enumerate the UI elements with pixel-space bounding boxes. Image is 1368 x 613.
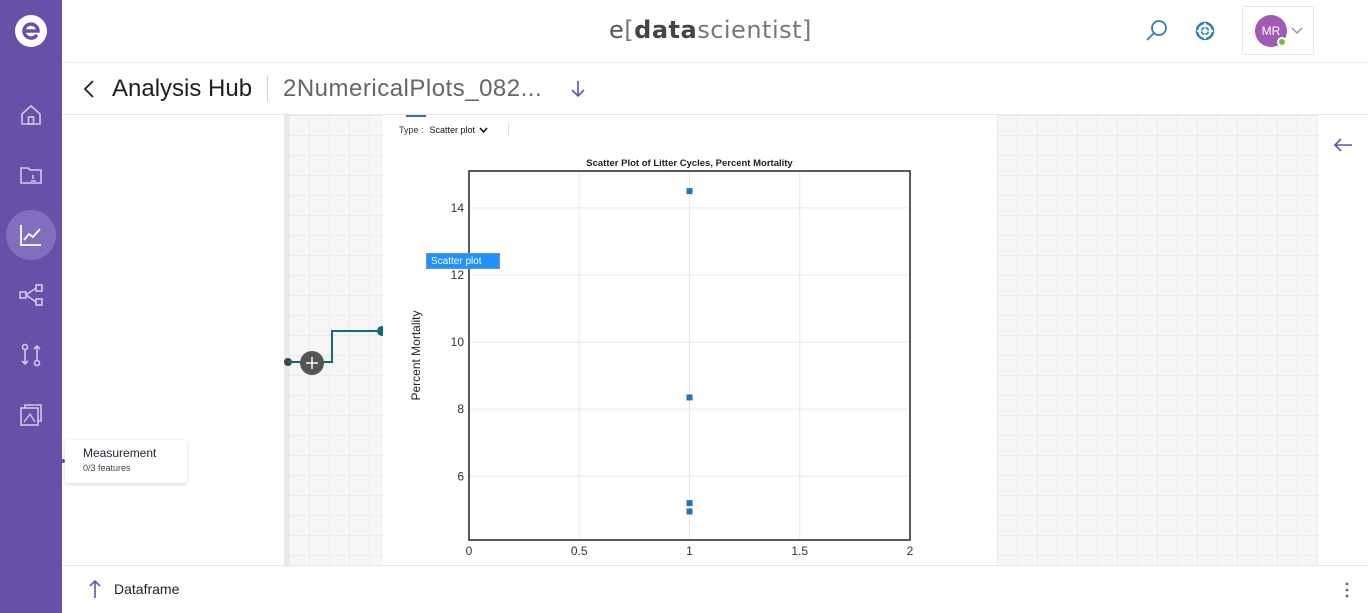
- sidebar: [0, 0, 62, 613]
- top-bar: e[datascientist] MR: [62, 0, 1368, 63]
- y-axis-label: Percent Mortality: [409, 310, 423, 400]
- type-selector: Type : Scatter plot: [399, 125, 488, 135]
- node-port: [61, 459, 65, 463]
- data-point: [686, 394, 693, 401]
- type-dropdown[interactable]: Scatter plot: [430, 125, 489, 135]
- canvas-grid-right: [997, 115, 1318, 565]
- right-rail: [1318, 115, 1368, 565]
- page-title: Analysis Hub: [112, 75, 253, 102]
- scatter-chart[interactable]: Scatter Plot of Litter Cycles, Percent M…: [383, 150, 997, 565]
- more-options-icon[interactable]: [1344, 580, 1350, 600]
- data-point: [686, 188, 693, 195]
- measurement-node[interactable]: Measurement 0/3 features: [65, 440, 187, 483]
- compare-icon[interactable]: [6, 330, 56, 380]
- connector-line: [284, 326, 387, 375]
- canvas-area: Type : Scatter plot Scatter Plot of Litt…: [62, 115, 1318, 565]
- x-tick-label: 1.5: [791, 544, 808, 558]
- title-divider: [267, 76, 268, 102]
- y-tick-label: 12: [451, 268, 465, 282]
- chevron-down-icon: [479, 127, 488, 133]
- brand-scientist: scientist: [697, 16, 803, 44]
- expand-up-arrow-icon[interactable]: [88, 578, 102, 600]
- page-header: Analysis Hub 2NumericalPlots_082...: [62, 63, 1368, 115]
- brand-bracket-open: [: [624, 16, 635, 44]
- x-tick-label: 1: [686, 544, 693, 558]
- x-tick-label: 0.5: [571, 544, 588, 558]
- data-point: [686, 508, 693, 515]
- search-icon[interactable]: [1144, 18, 1170, 44]
- brand-bracket-close: ]: [802, 16, 812, 44]
- canvas-grid-left: [289, 115, 383, 565]
- brand-logo: e[datascientist]: [609, 16, 812, 44]
- back-arrow-icon[interactable]: [80, 77, 100, 101]
- type-divider: [508, 123, 509, 137]
- dataframe-label: Dataframe: [114, 581, 180, 597]
- chevron-down-icon: [1291, 27, 1303, 35]
- panel-top-marker: [406, 115, 426, 117]
- node-subtitle: 0/3 features: [83, 463, 131, 473]
- bottom-bar: Dataframe: [62, 565, 1368, 613]
- download-icon[interactable]: [568, 77, 588, 101]
- y-tick-label: 8: [457, 402, 464, 416]
- brand-prefix: e: [609, 16, 625, 44]
- y-tick-label: 10: [451, 335, 465, 349]
- analysis-chart-icon[interactable]: [6, 210, 56, 260]
- chart-tooltip: Scatter plot: [426, 253, 500, 269]
- workflow-icon[interactable]: [6, 270, 56, 320]
- project-folder-icon[interactable]: [6, 150, 56, 200]
- home-icon[interactable]: [6, 90, 56, 140]
- type-value: Scatter plot: [429, 125, 476, 135]
- reports-icon[interactable]: [6, 390, 56, 440]
- canvas-divider: [284, 115, 289, 565]
- help-lifebuoy-icon[interactable]: [1192, 18, 1218, 44]
- node-title: Measurement: [83, 446, 157, 460]
- x-tick-label: 2: [907, 544, 914, 558]
- file-name: 2NumericalPlots_082...: [283, 75, 543, 102]
- online-status-dot: [1277, 37, 1287, 47]
- plot-panel: Type : Scatter plot Scatter Plot of Litt…: [383, 115, 997, 565]
- brand-data: data: [634, 16, 698, 44]
- x-tick-label: 0: [466, 544, 473, 558]
- app-logo[interactable]: [14, 14, 48, 48]
- user-menu[interactable]: MR: [1242, 6, 1314, 55]
- data-point: [686, 500, 693, 507]
- plot-frame: [468, 170, 911, 541]
- chart-title: Scatter Plot of Litter Cycles, Percent M…: [586, 158, 793, 169]
- type-label: Type :: [399, 125, 424, 135]
- y-tick-label: 6: [457, 469, 464, 483]
- collapse-arrow-icon[interactable]: [1332, 135, 1354, 155]
- y-tick-label: 14: [451, 201, 465, 215]
